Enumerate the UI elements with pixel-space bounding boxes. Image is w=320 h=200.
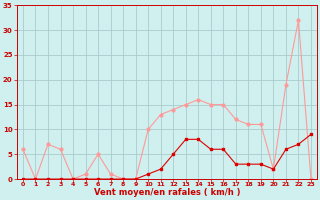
X-axis label: Vent moyen/en rafales ( km/h ): Vent moyen/en rafales ( km/h ) (94, 188, 240, 197)
